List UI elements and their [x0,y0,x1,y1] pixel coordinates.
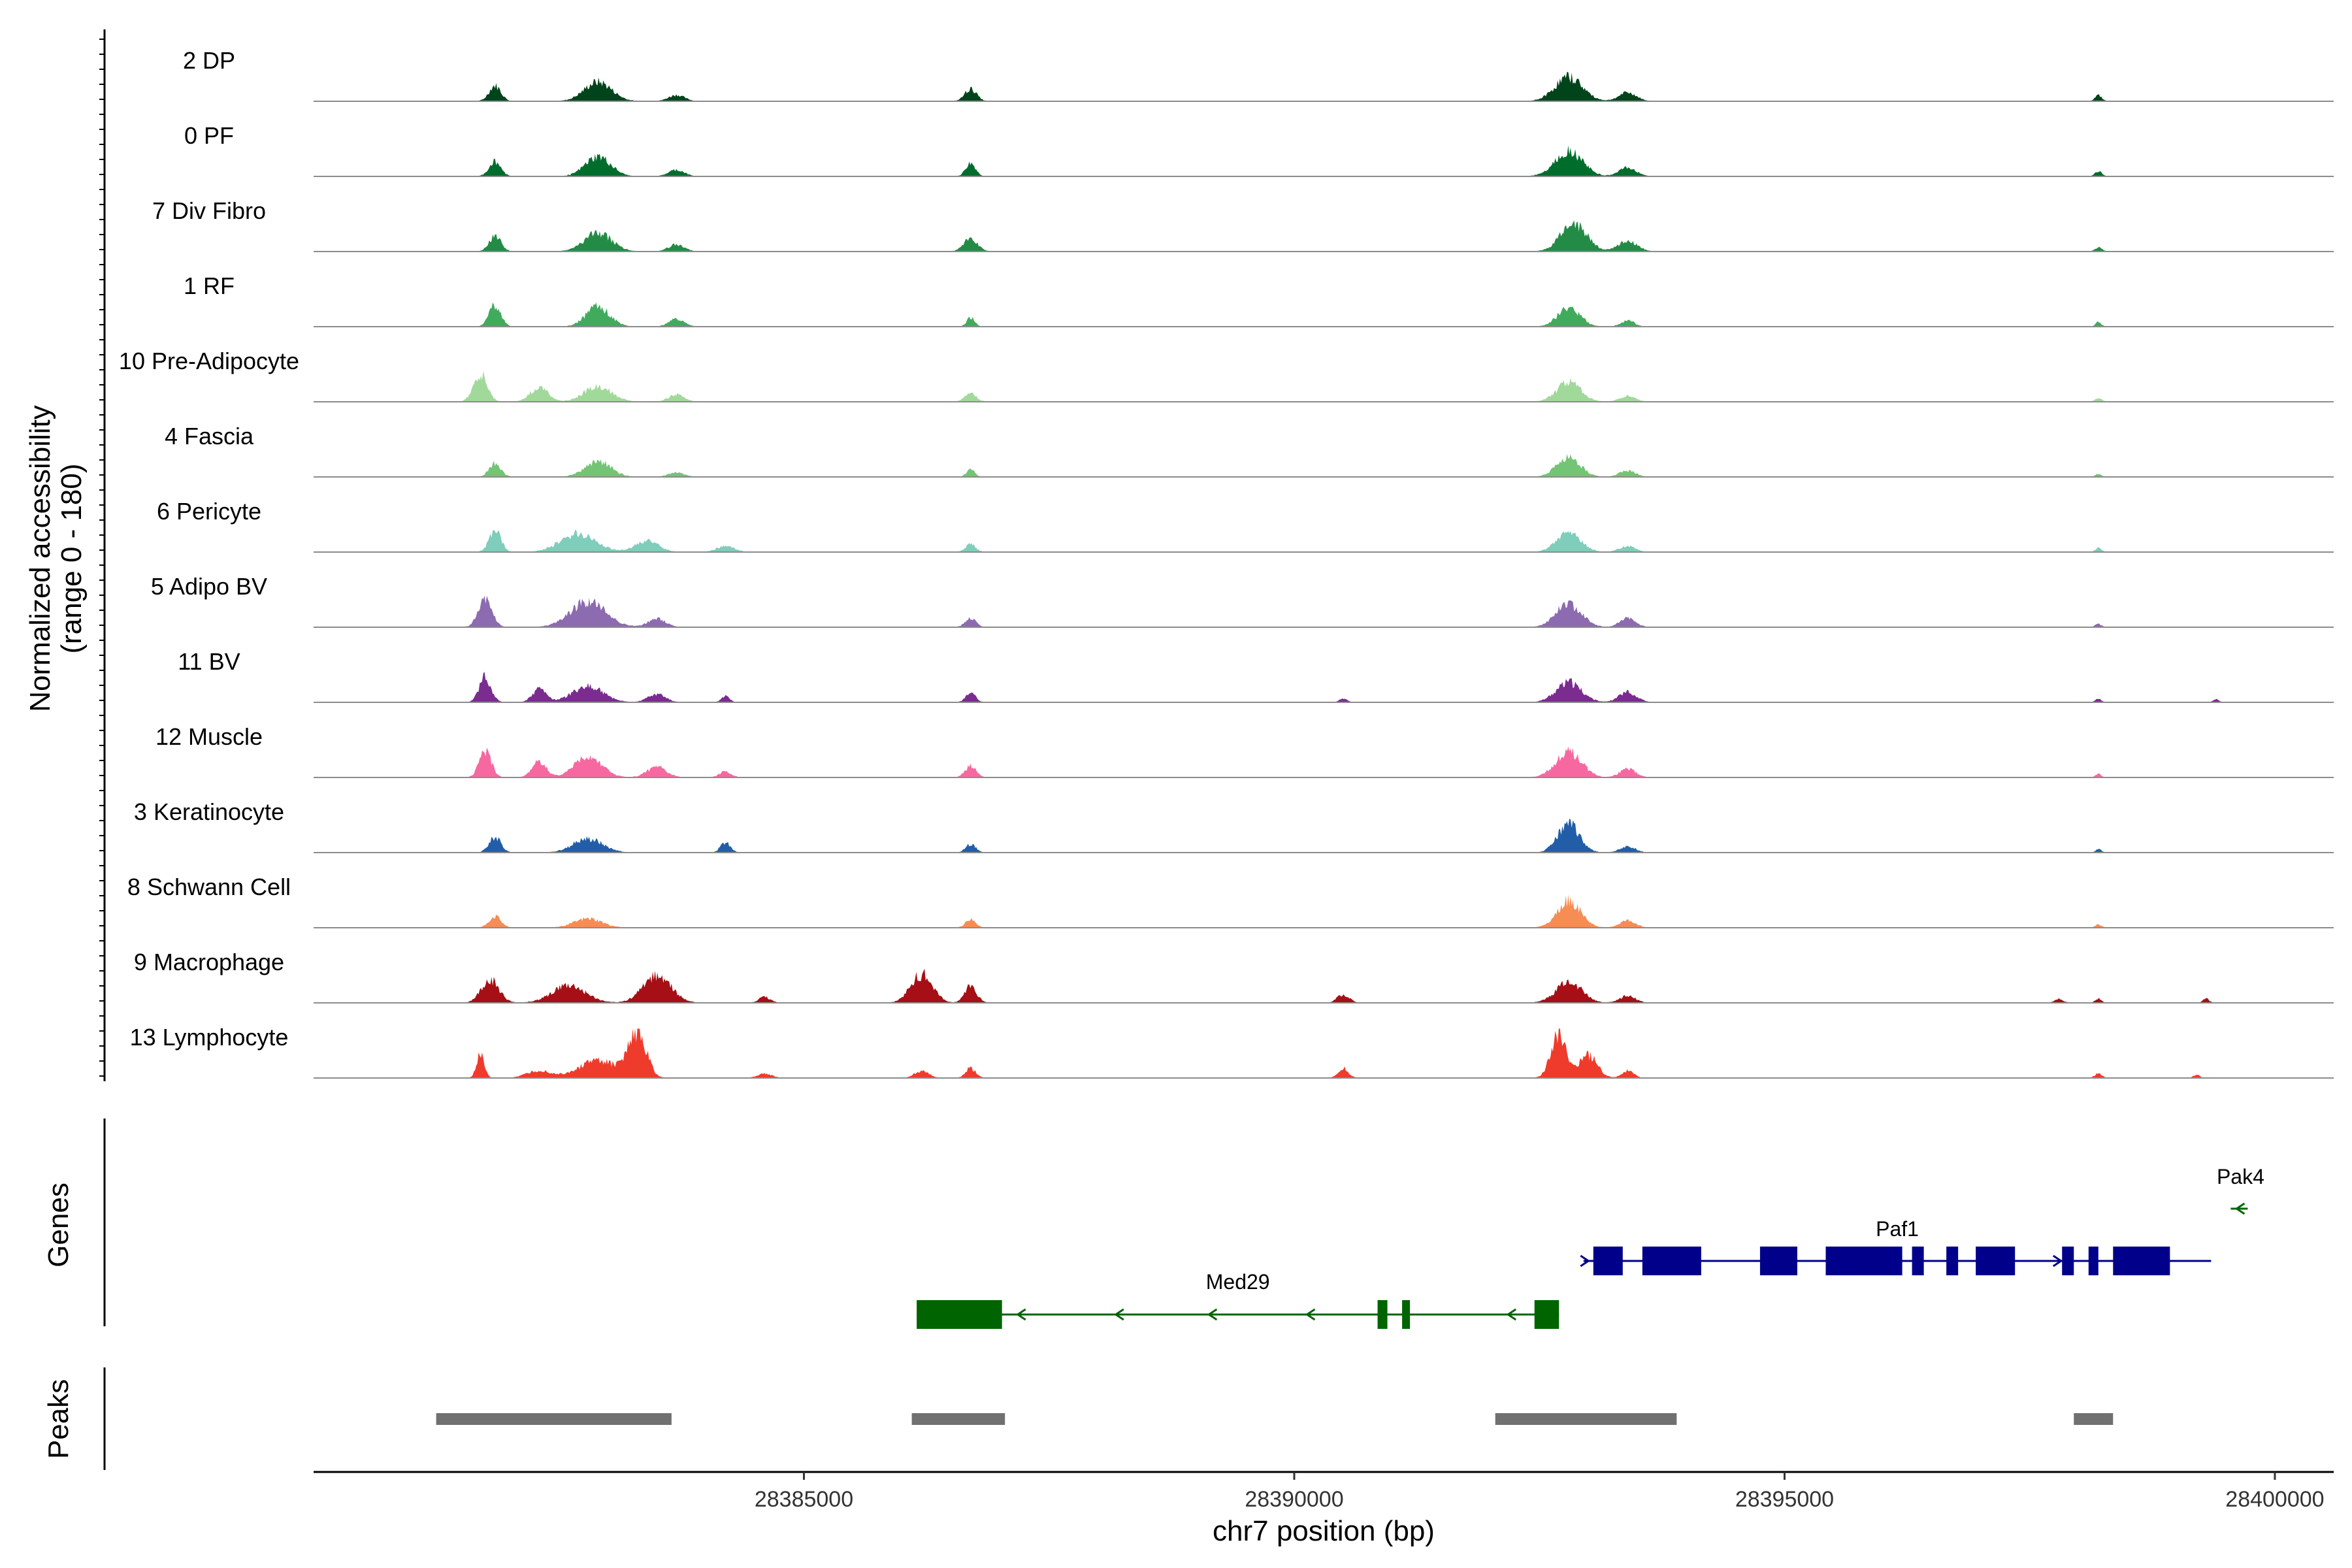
track-8: 5 Adipo BV [151,573,2334,628]
peak-bar [1495,1413,1677,1425]
accessibility-area [436,746,2265,777]
track-label: 2 DP [183,47,235,74]
accessibility-area [436,370,2265,402]
track-label: 6 Pericyte [157,498,261,525]
strand-arrow [1207,1308,1218,1321]
peak-bar [436,1413,672,1425]
y-axis-title-line2: (range 0 - 180) [56,463,88,653]
gene-exon [1402,1300,1411,1329]
track-7: 6 Pericyte [157,498,2334,553]
accessibility-area [436,302,2265,327]
accessibility-area [436,894,2265,928]
track-label: 13 Lymphocyte [130,1024,289,1051]
x-tick-label: 28390000 [1245,1487,1343,1512]
track-label: 3 Keratinocyte [134,798,284,825]
accessibility-area [436,1028,2265,1078]
track-12: 8 Schwann Cell [127,874,2334,928]
gene-exon [1976,1247,2016,1275]
accessibility-tracks: 2 DP 0 PF 7 Div Fibro 1 RF 10 Pre-Adipocyte 4… [119,47,2334,1079]
accessibility-area [436,529,2265,552]
track-label: 12 Muscle [155,723,263,750]
gene-exon [1825,1247,1903,1275]
gene-label: Pak4 [2217,1165,2264,1188]
gene-label: Med29 [1206,1270,1270,1294]
gene-exon [2088,1247,2099,1275]
accessibility-area [436,220,2265,252]
track-4: 1 RF [184,272,2334,327]
gene-exon [2062,1247,2074,1275]
gene-exon [1946,1247,1959,1275]
accessibility-area [436,672,2265,702]
peak-bar [911,1413,1005,1425]
gene-exon [1912,1247,1924,1275]
accessibility-area [436,818,2265,853]
gene-exon [917,1300,1002,1329]
gene-pak4: Pak4 [2217,1165,2264,1215]
gene-exon [1642,1247,1701,1275]
track-13: 9 Macrophage [134,949,2334,1004]
x-tick-label: 28395000 [1735,1487,1834,1512]
track-label: 10 Pre-Adipocyte [119,348,299,374]
track-3: 7 Div Fibro [152,197,2334,252]
peak-bar [2074,1413,2114,1425]
gene-paf1: Paf1 [1580,1217,2212,1275]
accessibility-area [436,145,2265,176]
strand-arrow [1305,1308,1316,1321]
track-label: 4 Fascia [165,423,254,449]
accessibility-area [436,595,2265,627]
gene-exon [1377,1300,1388,1329]
track-11: 3 Keratinocyte [134,798,2334,853]
track-label: 5 Adipo BV [151,573,267,600]
track-14: 13 Lymphocyte [130,1024,2334,1079]
gene-exon [2113,1247,2170,1275]
gene-med29: Med29 [917,1270,1560,1329]
strand-arrow [1506,1308,1517,1321]
gene-label: Paf1 [1876,1217,1919,1241]
track-label: 9 Macrophage [134,949,284,975]
genes-panel-label: Genes [42,1183,74,1267]
accessibility-y-axis [99,29,106,1081]
track-label: 0 PF [184,122,234,149]
peaks-panel-label: Peaks [42,1379,74,1459]
track-2: 0 PF [184,122,2334,177]
strand-arrow [1580,1254,1590,1267]
accessibility-area [436,968,2265,1003]
gene-exon [1534,1300,1560,1329]
track-9: 11 BV [178,648,2334,703]
strand-arrow [1114,1308,1124,1321]
gene-annotation-track: Med29 Paf1 Pak4 [917,1165,2264,1329]
track-6: 4 Fascia [165,423,2334,478]
x-axis-title: chr7 position (bp) [1213,1515,1435,1547]
gene-exon [1759,1247,1797,1275]
track-5: 10 Pre-Adipocyte [119,348,2334,402]
strand-arrow [1015,1308,1026,1321]
strand-arrow [2052,1254,2063,1267]
track-10: 12 Muscle [155,723,2334,778]
track-label: 7 Div Fibro [152,197,266,224]
peaks-track [436,1413,2114,1425]
strand-arrow [2234,1202,2246,1215]
x-tick-label: 28400000 [2225,1487,2324,1512]
track-label: 8 Schwann Cell [127,874,291,900]
x-axis-ticks: 28385000 28390000 28395000 28400000 [755,1472,2325,1512]
accessibility-area [436,72,2265,101]
track-label: 1 RF [184,272,235,299]
track-1: 2 DP [183,47,2334,102]
x-tick-label: 28385000 [755,1487,853,1512]
gene-exon [1593,1247,1623,1275]
track-label: 11 BV [178,648,240,675]
y-axis-title-line1: Normalized accessibility [24,405,56,711]
accessibility-area [436,453,2265,477]
